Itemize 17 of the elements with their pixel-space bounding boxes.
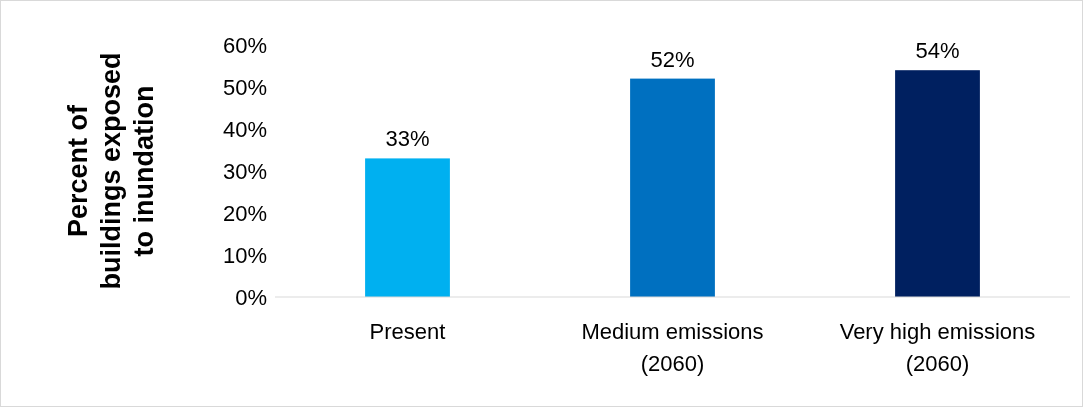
x-tick-label: Medium emissions (2060) xyxy=(581,319,764,376)
bar xyxy=(365,158,450,297)
data-label: 52% xyxy=(650,46,695,72)
bar xyxy=(630,78,715,297)
y-axis-title: Percent of buildings exposed to inundation xyxy=(63,52,159,290)
y-tick-label: 10% xyxy=(222,242,267,268)
x-tick-label: Very high emissions (2060) xyxy=(839,319,1036,376)
bar xyxy=(895,70,980,297)
data-label: 54% xyxy=(915,38,960,64)
y-tick-label: 0% xyxy=(235,284,267,310)
data-label: 33% xyxy=(385,126,430,152)
y-tick-label: 50% xyxy=(222,74,267,100)
y-tick-label: 20% xyxy=(222,200,267,226)
y-tick-label: 30% xyxy=(222,158,267,184)
x-tick-label: Present xyxy=(369,319,446,344)
y-tick-label: 60% xyxy=(222,32,267,58)
y-tick-label: 40% xyxy=(222,116,267,142)
